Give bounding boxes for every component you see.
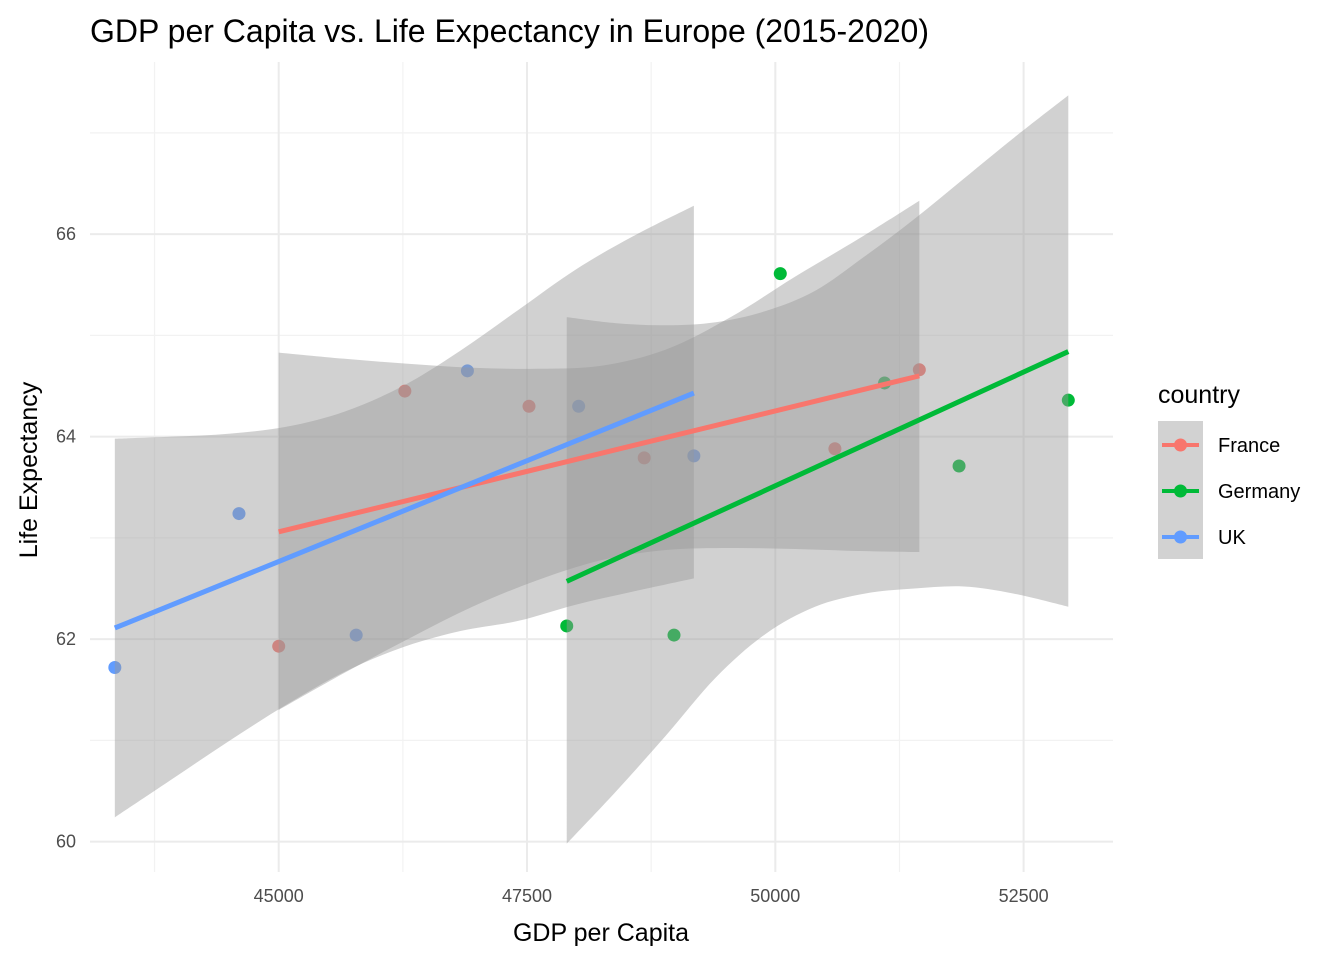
chart-title: GDP per Capita vs. Life Expectancy in Eu… [90, 13, 929, 49]
y-tick-label: 62 [56, 629, 76, 649]
x-tick-label: 52500 [999, 886, 1049, 906]
point-uk [108, 660, 122, 674]
legend-point-uk [1174, 530, 1187, 544]
fit-line-uk [113, 390, 695, 631]
point-germany [560, 619, 574, 633]
legend-label-uk: UK [1218, 527, 1246, 549]
x-tick-label: 50000 [750, 886, 800, 906]
point-uk [349, 628, 363, 642]
y-tick-label: 64 [56, 427, 76, 447]
point-france [637, 451, 651, 465]
point-uk [687, 449, 701, 463]
legend: country France Germany UK [1158, 381, 1300, 559]
point-france [828, 442, 842, 456]
x-axis-title: GDP per Capita [513, 919, 689, 947]
y-axis-title: Life Expectancy [15, 381, 43, 558]
point-france [522, 399, 536, 413]
x-tick-label: 45000 [254, 886, 304, 906]
plot-panel [90, 62, 1113, 872]
y-tick-label: 60 [56, 832, 76, 852]
legend-point-france [1174, 438, 1187, 452]
point-germany [1061, 393, 1075, 407]
legend-label-france: France [1218, 435, 1280, 457]
point-germany [667, 628, 681, 642]
point-germany [773, 267, 787, 281]
confidence-band-germany [566, 95, 1069, 844]
legend-point-germany [1174, 484, 1187, 498]
fit-line-germany [565, 349, 1070, 584]
point-uk [460, 364, 474, 378]
legend-title: country [1158, 381, 1240, 409]
point-france [912, 363, 926, 377]
fit-line-france [278, 373, 920, 535]
point-uk [232, 507, 246, 521]
point-france [398, 384, 412, 398]
point-germany [952, 459, 966, 473]
point-uk [572, 399, 586, 413]
y-tick-label: 66 [56, 224, 76, 244]
point-france [272, 639, 286, 653]
x-tick-label: 47500 [502, 886, 552, 906]
legend-label-germany: Germany [1218, 481, 1300, 503]
